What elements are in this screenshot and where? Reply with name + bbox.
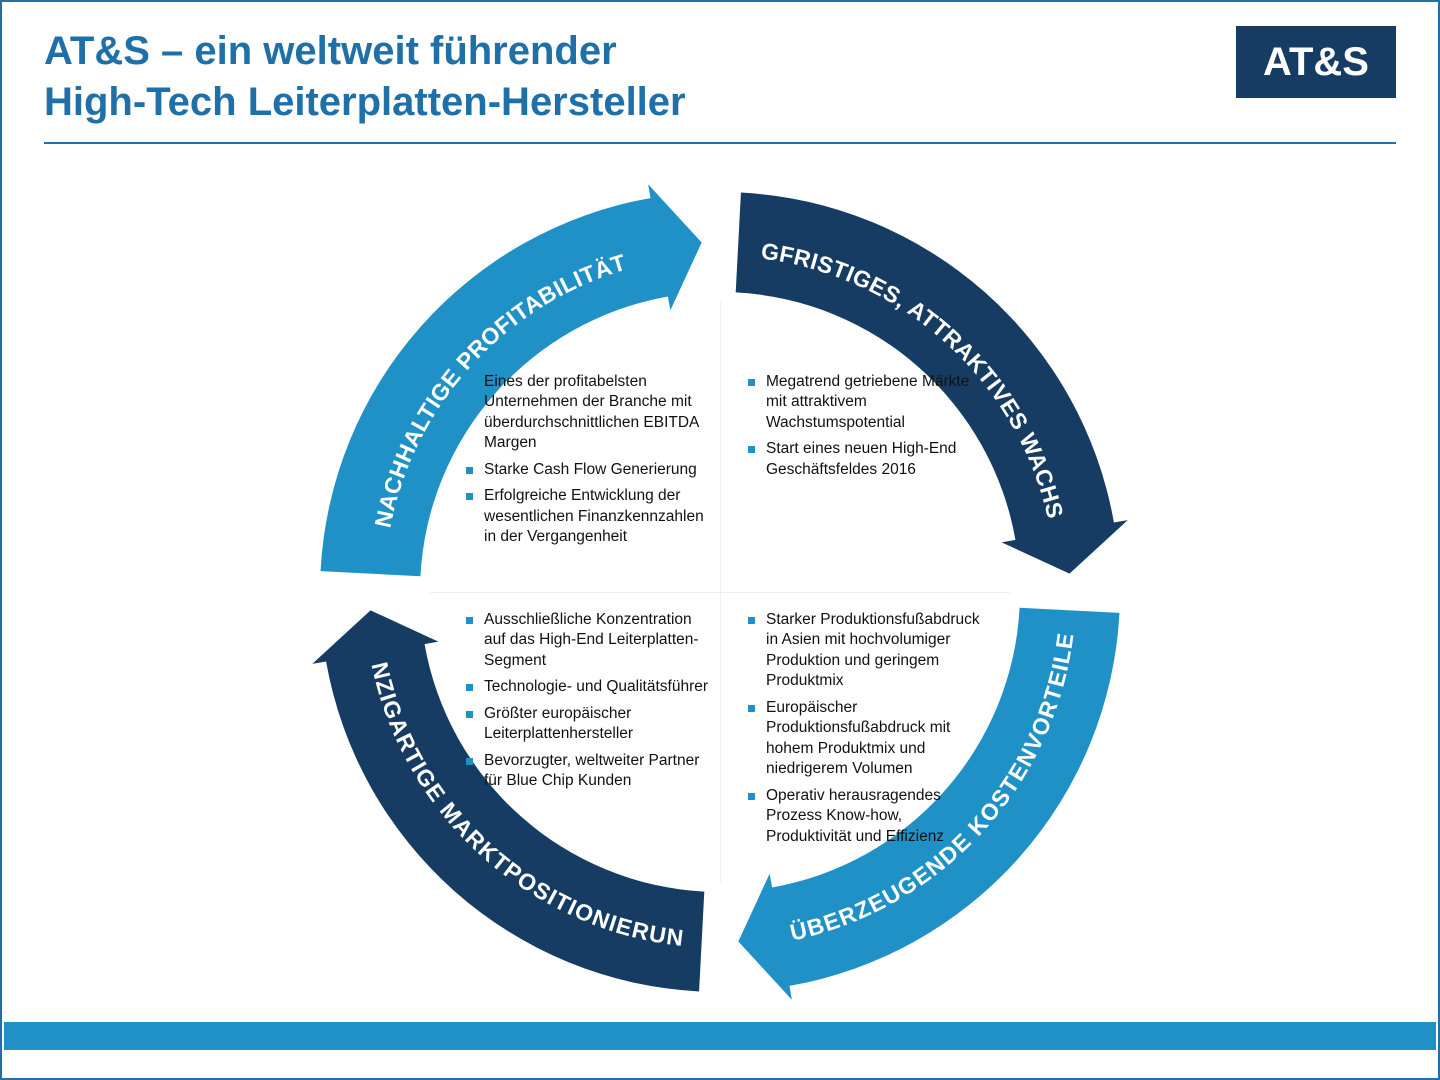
- list-item: Bevorzugter, weltweiter Partner für Blue…: [466, 751, 710, 792]
- list-item: Europäischer Produktionsfußabdruck mit h…: [748, 698, 980, 780]
- footer-bar: [4, 1022, 1436, 1050]
- title-line-2: High-Tech Leiterplatten-Hersteller: [44, 80, 686, 124]
- list-item: Ausschließliche Konzentration auf das Hi…: [466, 610, 710, 671]
- list-item: Eines der profitabelsten Unternehmen der…: [466, 372, 710, 454]
- quadrant-bottom-right: Starker Produktionsfußabdruck in Asien m…: [720, 592, 1010, 882]
- quadrant-top-left: Eines der profitabelsten Unternehmen der…: [430, 302, 720, 592]
- ring-inner-content: Eines der profitabelsten Unternehmen der…: [430, 302, 1010, 882]
- ring-diagram: LANGFRISTIGES, ATTRAKTIVES WACHSTUMÜBERZ…: [290, 162, 1150, 1022]
- page-number: 3: [1405, 1054, 1414, 1072]
- title-underline: [44, 142, 1396, 144]
- list-item: Starke Cash Flow Generierung: [466, 460, 710, 480]
- slide-frame: AT&S – ein weltweit führender High-Tech …: [0, 0, 1440, 1080]
- list-item: Start eines neuen High-End Geschäftsfeld…: [748, 439, 980, 480]
- list-item: Erfolgreiche Entwicklung der wesentliche…: [466, 486, 710, 547]
- brand-logo-text: AT&S: [1263, 40, 1369, 85]
- list-item: Größter europäischer Leiterplattenherste…: [466, 704, 710, 745]
- page-title: AT&S – ein weltweit führender High-Tech …: [44, 26, 1218, 128]
- brand-logo: AT&S: [1236, 26, 1396, 98]
- list-item: Starker Produktionsfußabdruck in Asien m…: [748, 610, 980, 692]
- list-item: Technologie- und Qualitätsführer: [466, 677, 710, 697]
- title-line-1: AT&S – ein weltweit führender: [44, 29, 617, 73]
- list-item: Megatrend getriebene Märkte mit attrakti…: [748, 372, 980, 433]
- list-item: Operativ herausragendes Prozess Know-how…: [748, 786, 980, 847]
- quadrant-top-right: Megatrend getriebene Märkte mit attrakti…: [720, 302, 1010, 592]
- quadrant-bottom-left: Ausschließliche Konzentration auf das Hi…: [430, 592, 720, 882]
